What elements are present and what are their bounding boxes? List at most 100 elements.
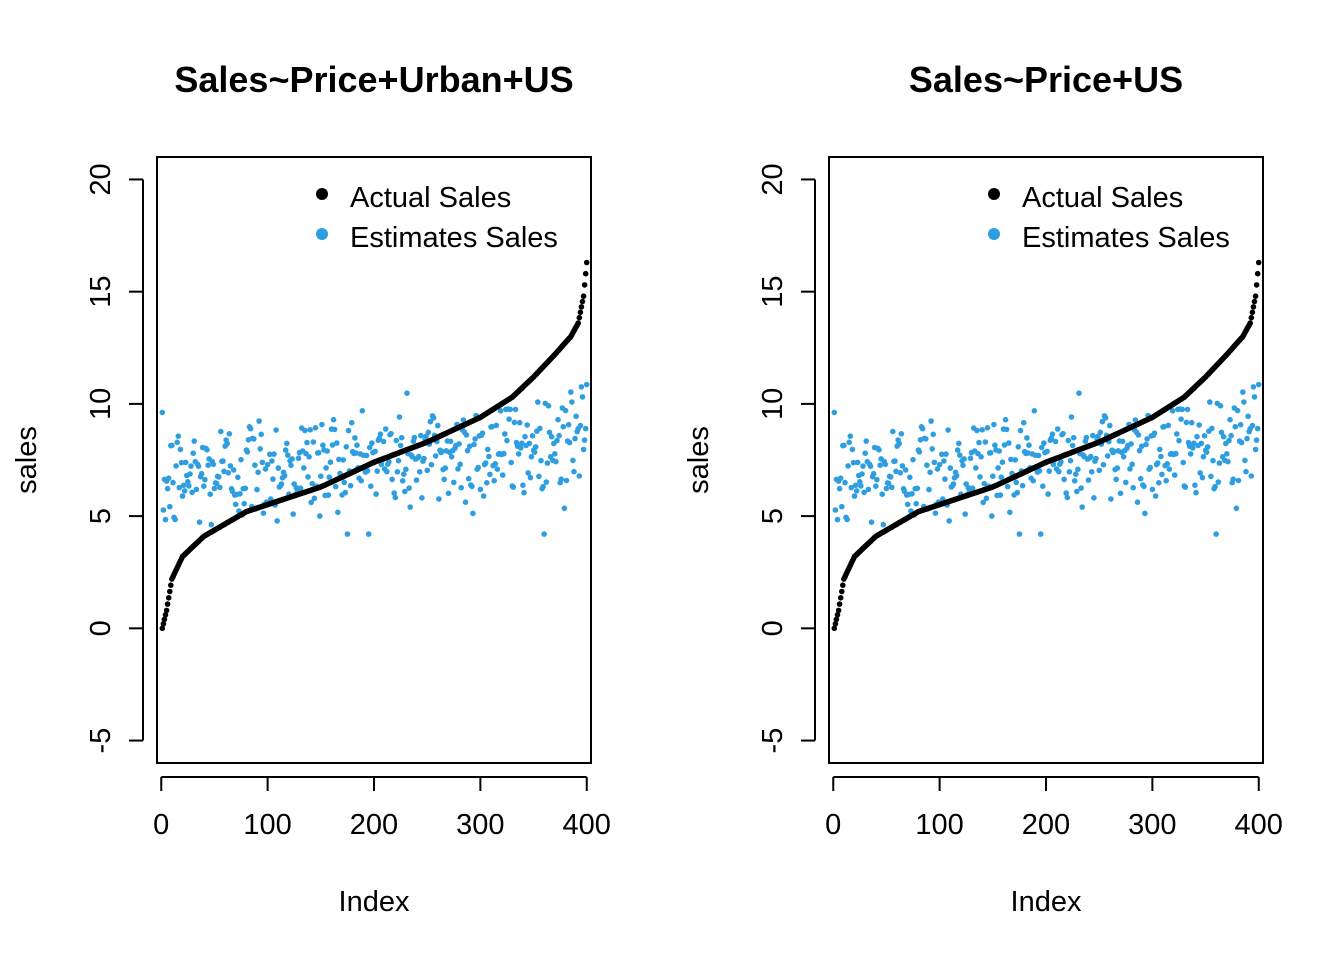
estimate-point — [1128, 441, 1134, 447]
estimate-point — [1019, 482, 1026, 489]
estimate-point — [535, 399, 541, 405]
estimate-point — [1232, 423, 1239, 430]
estimate-point — [382, 426, 389, 432]
legend: Actual Sales Estimates Sales — [316, 182, 558, 254]
estimate-point — [1156, 480, 1162, 486]
y-tick-label: 15 — [757, 276, 789, 308]
estimate-point — [318, 473, 324, 480]
estimate-point — [910, 456, 916, 463]
estimate-point — [529, 433, 536, 439]
estimate-point — [1132, 417, 1139, 423]
estimate-point — [525, 470, 531, 476]
estimate-point — [541, 531, 547, 537]
estimate-point — [1199, 474, 1206, 481]
y-axis-label: sales — [11, 426, 43, 494]
x-tick-label: 300 — [1128, 809, 1176, 841]
estimate-point — [573, 413, 579, 420]
estimate-point — [893, 468, 899, 475]
estimate-point — [1194, 433, 1200, 440]
estimate-point — [1180, 459, 1186, 466]
y-tick-label: 5 — [85, 508, 117, 524]
estimate-point — [868, 519, 875, 525]
estimate-point — [315, 449, 322, 456]
estimate-point — [415, 453, 422, 460]
estimate-point — [295, 455, 302, 462]
estimate-point — [190, 450, 196, 457]
estimate-point — [1207, 399, 1213, 405]
estimate-point — [324, 448, 331, 454]
estimate-point — [289, 456, 295, 462]
estimate-point — [247, 425, 254, 432]
estimate-point — [1067, 457, 1074, 464]
estimate-point — [858, 483, 864, 489]
estimate-point — [1154, 460, 1161, 466]
estimate-point — [221, 468, 227, 475]
actual-point — [159, 625, 166, 632]
estimate-point — [877, 462, 883, 469]
estimate-point — [1048, 435, 1055, 442]
estimate-point — [1134, 499, 1141, 506]
estimate-point — [1052, 438, 1059, 445]
estimate-point — [892, 458, 898, 464]
estimate-point — [441, 476, 448, 483]
estimate-point — [508, 459, 514, 466]
estimate-point — [169, 442, 175, 449]
estimate-point — [909, 491, 915, 497]
estimate-point — [1100, 461, 1107, 468]
estimate-point — [1241, 399, 1247, 405]
estimate-point — [979, 427, 985, 433]
estimate-point — [1176, 437, 1182, 444]
actual-point — [577, 309, 584, 316]
estimate-point — [1250, 384, 1257, 390]
estimate-point — [193, 486, 200, 493]
estimate-point — [520, 482, 526, 489]
estimate-point — [946, 518, 952, 524]
estimate-point — [254, 486, 260, 493]
actual-point — [835, 607, 842, 614]
estimate-point — [1045, 491, 1051, 497]
estimate-point — [275, 465, 282, 471]
estimate-point — [502, 431, 508, 437]
estimate-point — [170, 479, 176, 486]
estimate-point — [1073, 471, 1079, 477]
estimate-point — [245, 437, 252, 443]
estimate-point — [211, 485, 218, 492]
estimate-point — [974, 427, 980, 434]
estimate-point — [1255, 381, 1262, 388]
estimate-point — [448, 454, 455, 460]
estimate-point — [510, 484, 517, 490]
estimate-point — [159, 409, 166, 416]
estimate-point — [485, 446, 491, 453]
estimate-point — [916, 449, 923, 455]
estimate-point — [1178, 416, 1184, 423]
estimate-point — [457, 461, 464, 468]
estimate-point — [312, 425, 319, 431]
estimate-point — [284, 440, 290, 447]
estimate-point — [1107, 422, 1113, 429]
estimate-point — [1007, 509, 1013, 516]
estimate-point — [907, 474, 913, 481]
estimate-point — [997, 492, 1004, 498]
estimate-point — [403, 466, 409, 473]
estimate-point — [1040, 483, 1046, 490]
estimate-point — [237, 491, 243, 497]
estimate-point — [898, 431, 905, 437]
estimate-point — [560, 423, 567, 430]
estimate-point — [1090, 432, 1096, 439]
estimate-point — [238, 456, 244, 463]
estimate-point — [992, 442, 998, 449]
estimate-point — [836, 485, 843, 492]
estimate-point — [486, 453, 492, 460]
estimate-point — [957, 452, 963, 459]
chart-title: Sales~Price+US — [909, 59, 1183, 100]
estimate-point — [256, 418, 262, 424]
estimate-point — [1243, 468, 1249, 475]
estimate-point — [456, 441, 462, 447]
estimate-point — [558, 476, 564, 483]
estimate-point — [863, 438, 869, 444]
estimate-point — [1218, 429, 1225, 436]
estimate-point — [899, 463, 906, 469]
estimate-point — [469, 483, 475, 490]
estimate-point — [395, 457, 402, 464]
estimate-point — [1193, 489, 1199, 496]
